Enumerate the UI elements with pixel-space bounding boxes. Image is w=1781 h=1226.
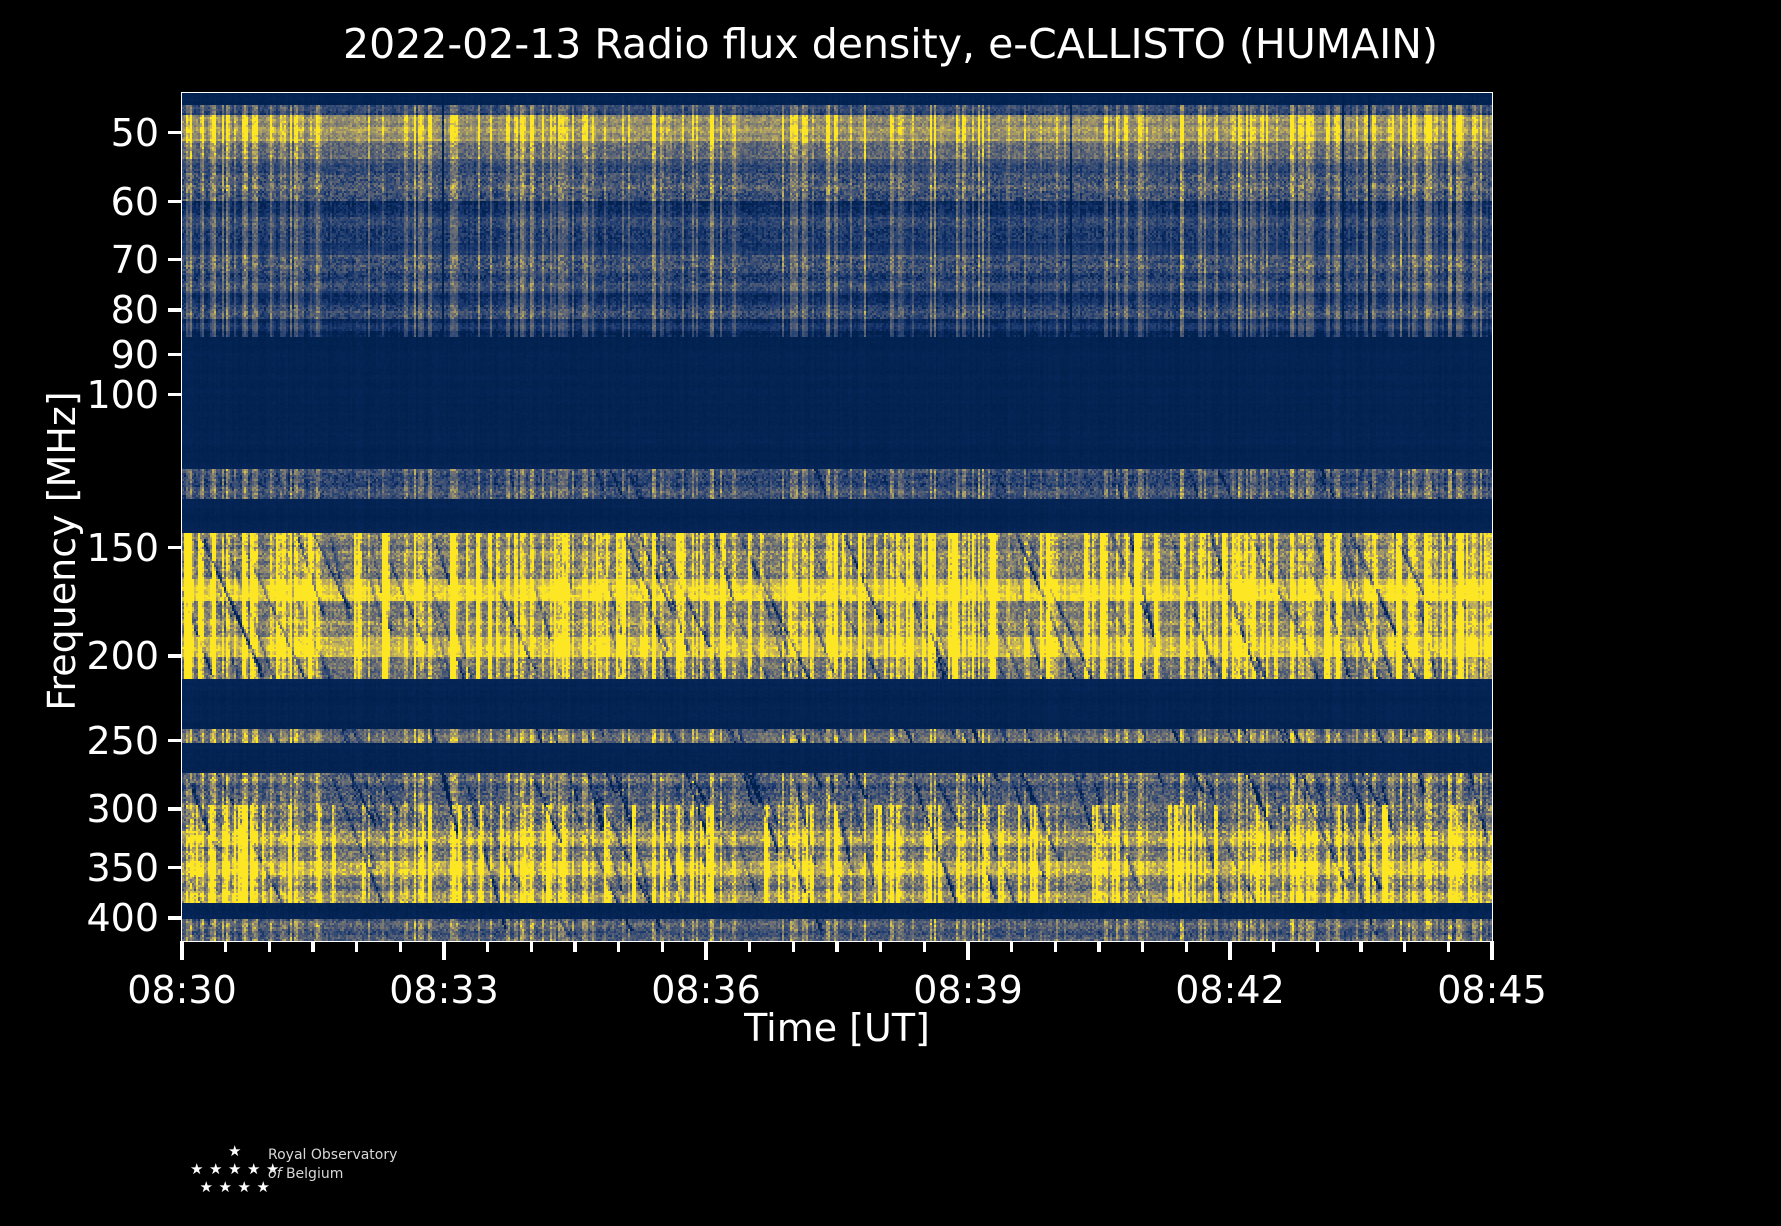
x-tickmark <box>529 941 534 952</box>
star-icon: ★ <box>266 1160 280 1178</box>
x-tick-label: 08:42 <box>1175 968 1285 1012</box>
x-tickmark <box>1271 941 1276 952</box>
y-tickmark <box>168 199 181 204</box>
x-tickmark <box>791 941 796 952</box>
y-tick-label: 150 <box>86 525 159 570</box>
x-tickmark <box>1490 941 1494 960</box>
x-tick-label: 08:33 <box>389 968 499 1012</box>
royal-observatory-logo: ★ ★ ★ ★ ★ ★ ★ ★ ★ ★ Royal Observatory of Belgium <box>176 1142 436 1208</box>
x-tickmark <box>267 941 272 952</box>
logo-country: Belgium <box>285 1166 344 1182</box>
y-tick-label: 350 <box>86 845 159 890</box>
y-tickmark <box>168 738 181 743</box>
star-icon: ★ <box>199 1178 213 1196</box>
y-tick-label: 70 <box>110 237 159 282</box>
x-tickmark <box>660 941 665 952</box>
star-icon: ★ <box>209 1160 223 1178</box>
x-tickmark <box>485 941 490 952</box>
y-tickmark <box>168 545 181 550</box>
x-axis-label: Time [UT] <box>744 1006 930 1050</box>
y-tick-label: 400 <box>86 896 159 941</box>
y-tick-label: 100 <box>86 372 159 417</box>
logo-line-2: of Belgium <box>268 1165 438 1184</box>
y-tickmark <box>168 257 181 262</box>
star-icon: ★ <box>237 1178 251 1196</box>
x-tickmark <box>573 941 577 952</box>
x-tickmark <box>223 941 228 952</box>
y-tickmark <box>168 865 181 870</box>
x-axis: 08:30 08:33 08:36 08:39 08:42 08:45 <box>127 941 1547 1091</box>
y-tickmark <box>168 654 181 658</box>
y-tickmark <box>168 807 181 811</box>
plot-area[interactable] <box>181 92 1493 942</box>
x-tickmark <box>704 941 708 960</box>
x-tick-label: 08:30 <box>127 968 237 1012</box>
x-tickmark <box>398 941 403 952</box>
x-tickmark <box>180 941 184 960</box>
star-icon: ★ <box>190 1160 204 1178</box>
logo-of-word: of <box>268 1166 282 1182</box>
x-tickmark <box>1359 941 1363 952</box>
y-tick-label: 90 <box>110 332 159 377</box>
x-tickmark <box>1446 941 1451 952</box>
y-tick-label: 50 <box>110 110 159 155</box>
star-icon: ★ <box>218 1178 232 1196</box>
y-tick-label: 80 <box>110 288 159 333</box>
y-axis: 50 60 70 80 90 100 150 200 250 300 350 400 Frequenc… <box>0 92 181 942</box>
x-tickmark <box>311 941 315 952</box>
y-tickmark <box>168 352 181 357</box>
x-tickmark <box>1402 941 1407 952</box>
y-axis-label: Frequency [MHz] <box>40 391 84 711</box>
logo-line-1: Royal Observatory <box>268 1147 398 1163</box>
x-tickmark <box>1053 941 1058 952</box>
x-tickmark <box>1228 941 1232 960</box>
x-tickmark <box>835 941 839 952</box>
y-tick-label: 200 <box>86 634 159 679</box>
x-tickmark <box>1097 941 1101 952</box>
star-icon: ★ <box>228 1142 242 1160</box>
y-tickmark <box>168 916 181 920</box>
y-tickmark <box>168 308 181 312</box>
y-tick-label: 250 <box>86 718 159 763</box>
spectrogram-image[interactable] <box>182 93 1492 941</box>
stars-icon: ★ ★ ★ ★ ★ ★ ★ ★ ★ ★ <box>176 1142 286 1202</box>
x-tick-label: 08:45 <box>1437 968 1547 1012</box>
star-icon: ★ <box>256 1178 270 1196</box>
y-tickmark <box>168 392 181 397</box>
y-tickmark <box>168 130 181 135</box>
star-icon: ★ <box>247 1160 261 1178</box>
x-tickmark <box>966 941 970 960</box>
y-tick-label: 300 <box>86 787 159 832</box>
x-tickmark <box>1009 941 1014 952</box>
y-tick-label: 60 <box>110 179 159 224</box>
x-tick-label: 08:39 <box>913 968 1023 1012</box>
x-tickmark <box>354 941 359 952</box>
x-tickmark <box>442 941 446 960</box>
logo-text: Royal Observatory of Belgium <box>268 1146 438 1184</box>
star-icon: ★ <box>228 1160 242 1178</box>
x-tickmark <box>1184 941 1189 952</box>
x-tickmark <box>616 941 621 952</box>
page-title: 2022-02-13 Radio flux density, e-CALLIST… <box>343 20 1438 68</box>
x-tickmark <box>922 941 927 952</box>
x-tickmark <box>1315 941 1320 952</box>
x-tickmark <box>878 941 883 952</box>
x-tick-label: 08:36 <box>651 968 761 1012</box>
x-tickmark <box>747 941 752 952</box>
x-tickmark <box>1140 941 1145 952</box>
